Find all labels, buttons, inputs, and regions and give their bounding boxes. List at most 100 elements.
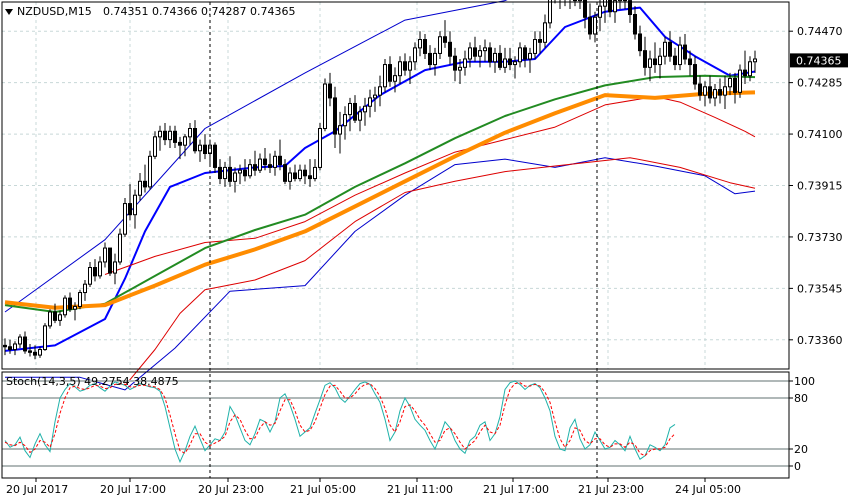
candle-body: [193, 128, 197, 152]
candle-body: [213, 144, 217, 168]
candle-body: [338, 125, 342, 135]
candle-body: [13, 343, 17, 351]
candle-body: [218, 166, 222, 180]
stoch-main-line: [4, 380, 676, 464]
candle-body: [673, 55, 677, 66]
candle-body: [448, 41, 452, 57]
candle-body: [683, 44, 687, 60]
candle-body: [603, 0, 607, 7]
candle-body: [68, 297, 72, 310]
candle-body: [158, 130, 162, 138]
candle-body: [268, 164, 272, 168]
candle-body: [523, 47, 527, 60]
candle-body: [58, 314, 62, 321]
symbol-label: NZDUSD,M15: [17, 5, 92, 18]
candle-body: [463, 58, 467, 68]
candle-body: [738, 69, 742, 93]
candle-body: [408, 61, 412, 71]
candle-body: [613, 0, 617, 13]
current-price-box: [790, 53, 848, 68]
stochastic-tick-label: 0: [794, 460, 801, 473]
price-tick-label: 0.74285: [797, 77, 843, 90]
candle-body: [508, 58, 512, 66]
stochastic-lines: [4, 380, 676, 464]
candle-body: [708, 86, 712, 99]
time-tick-label: 20 Jul 2017: [6, 483, 68, 496]
triangle-down-icon: [5, 9, 13, 15]
candle-body: [443, 36, 447, 43]
candle-body: [608, 0, 612, 13]
stochastic-axis: 100 80 20 0: [789, 375, 815, 473]
candle-body: [253, 164, 257, 171]
candle-body: [698, 83, 702, 96]
time-tick-label: 21 Jul 17:00: [483, 483, 549, 496]
candle-body: [53, 311, 57, 321]
candle-body: [83, 283, 87, 294]
candle-body: [88, 267, 92, 285]
candle-body: [393, 75, 397, 82]
candle-body: [18, 336, 22, 345]
candle-body: [303, 169, 307, 177]
candle-body: [478, 50, 482, 57]
candle-body: [653, 58, 657, 66]
candle-body: [658, 55, 662, 66]
price-grid: [2, 2, 789, 369]
stochastic-tick-label: 100: [794, 375, 815, 388]
candle-body: [373, 94, 377, 99]
ohlc-label: 0.74351 0.74366 0.74287 0.74365: [103, 5, 295, 18]
price-panel[interactable]: [1, 0, 790, 391]
price-tick-label: 0.74470: [797, 25, 843, 38]
candle-body: [148, 155, 152, 188]
stochastic-tick-label: 20: [794, 443, 808, 456]
candle-body: [93, 267, 97, 277]
candle-body: [728, 77, 732, 88]
ma-orange-line: [4, 90, 756, 310]
candle-body: [233, 172, 237, 182]
candle-body: [3, 344, 7, 348]
envelope-lower-line: [124, 157, 756, 387]
candle-body: [63, 297, 67, 316]
candle-body: [288, 172, 292, 182]
candle-body: [28, 350, 32, 353]
price-axis: 0.74470 0.74285 0.74100 0.73915 0.73730 0.735…: [789, 25, 848, 347]
candle-body: [43, 325, 47, 351]
candle-body: [183, 136, 187, 146]
candle-body: [518, 47, 522, 63]
candle-body: [313, 166, 317, 180]
bollinger-upper-line: [4, 0, 508, 313]
candle-body: [78, 292, 82, 307]
candle-body: [358, 111, 362, 121]
candle-body: [263, 158, 267, 166]
candle-body: [173, 130, 177, 143]
candle-body: [178, 141, 182, 146]
candle-body: [328, 83, 332, 99]
candle-body: [203, 144, 207, 155]
candle-body: [483, 47, 487, 52]
candle-body: [243, 169, 247, 177]
candle-body: [453, 55, 457, 71]
candle-body: [583, 0, 587, 18]
stoch-signal-line: [4, 382, 676, 457]
candle-body: [363, 105, 367, 113]
candle-body: [588, 16, 592, 35]
candle-body: [333, 97, 337, 135]
stochastic-panel[interactable]: Stoch(14,3,5) 49.2754 38.4875: [1, 371, 790, 479]
candle-body: [308, 175, 312, 180]
candle-body: [538, 39, 542, 43]
candle-body: [593, 16, 597, 35]
candle-body: [343, 114, 347, 127]
candle-body: [403, 61, 407, 71]
candle-body: [503, 58, 507, 68]
candle-body: [713, 89, 717, 99]
candle-body: [573, 0, 577, 2]
candle-body: [238, 169, 242, 174]
candle-body: [433, 52, 437, 66]
candle-body: [548, 0, 552, 24]
candle-body: [383, 64, 387, 88]
candle-body: [678, 44, 682, 66]
time-tick-label: 21 Jul 05:00: [290, 483, 356, 496]
candlesticks: [3, 0, 757, 360]
candle-body: [113, 261, 117, 274]
candle-body: [298, 169, 302, 180]
